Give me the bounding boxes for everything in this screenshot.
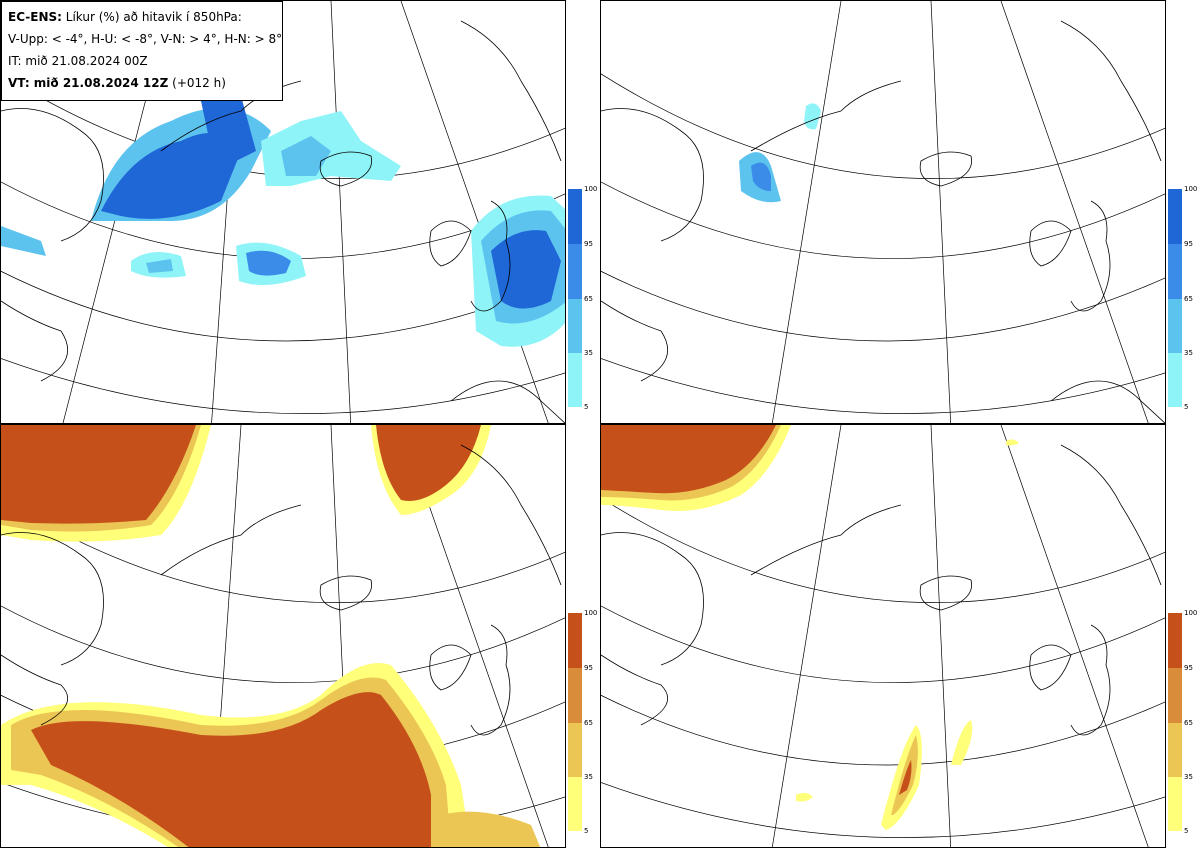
colorbar-seg (568, 613, 582, 668)
product-description: Líkur (%) að hitavik í 850hPa: (65, 10, 242, 24)
colorbar-label: 65 (584, 719, 593, 727)
valid-time-line: VT: mið 21.08.2024 12Z (+012 h) (8, 72, 276, 94)
colorbar-seg (568, 777, 582, 831)
colorbar-label: 100 (584, 185, 598, 193)
coastlines (601, 444, 1162, 736)
colorbar-label: 5 (584, 827, 589, 835)
valid-time: VT: mið 21.08.2024 12Z (8, 76, 169, 90)
colorbar-lower-right: 100 95 65 35 5 (1168, 609, 1197, 835)
forecast-lead: (+012 h) (172, 76, 226, 90)
map-upper-left (1, 1, 565, 423)
colorbar-label: 95 (1184, 664, 1193, 672)
colorbar-label: 95 (1184, 240, 1193, 248)
panel-upper-right-cold-8 (600, 0, 1166, 424)
probability-fields (601, 425, 1019, 830)
colorbar-seg (1168, 668, 1182, 723)
colorbar-label: 65 (1184, 295, 1193, 303)
colorbar-seg (1168, 244, 1182, 299)
colorbar-upper-left: 100 95 65 35 5 (568, 185, 597, 411)
colorbar-lower-left: 100 95 65 35 5 (568, 609, 597, 835)
colorbar-seg (568, 723, 582, 777)
colorbar-label: 35 (584, 349, 593, 357)
colorbar-label: 95 (584, 664, 593, 672)
colorbar-label: 5 (1184, 827, 1189, 835)
colorbar-seg (568, 353, 582, 407)
coastlines (601, 20, 1165, 423)
model-name: EC-ENS: (8, 10, 62, 24)
colorbar-label: 5 (584, 403, 589, 411)
colorbar-seg (1168, 723, 1182, 777)
colorbar-seg (568, 299, 582, 353)
colorbar-label: 100 (584, 609, 598, 617)
panel-lower-right-warm-8 (600, 424, 1166, 848)
colorbar-seg (1168, 613, 1182, 668)
colorbar-seg (1168, 299, 1182, 353)
initial-time: IT: mið 21.08.2024 00Z (8, 54, 148, 68)
colorbar-label: 35 (1184, 349, 1193, 357)
colorbar-label: 100 (1184, 609, 1198, 617)
colorbar-label: 65 (584, 295, 593, 303)
colorbar-label: 100 (1184, 185, 1198, 193)
probability-fields (1, 96, 565, 347)
colorbar-label: 95 (584, 240, 593, 248)
graticule (601, 425, 1165, 847)
map-lower-left (1, 425, 565, 847)
colorbar-label: 35 (1184, 773, 1193, 781)
graticule (1, 1, 565, 423)
probability-fields (1, 425, 541, 847)
colorbar-seg (568, 189, 582, 244)
colorbar-seg (1168, 189, 1182, 244)
threshold-legend: V-Upp: < -4°, H-U: < -8°, V-N: > 4°, H-N… (8, 32, 283, 46)
coastlines (1, 444, 562, 736)
colorbar-seg (1168, 353, 1182, 407)
colorbar-label: 5 (1184, 403, 1189, 411)
map-upper-right (601, 1, 1165, 423)
colorbar-seg (568, 244, 582, 299)
graticule (601, 1, 1165, 423)
colorbar-label: 35 (584, 773, 593, 781)
probability-fields (739, 103, 821, 203)
panel-upper-left-cold-4: EC-ENS: Líkur (%) að hitavik í 850hPa: V… (0, 0, 566, 424)
map-lower-right (601, 425, 1165, 847)
colorbar-upper-right: 100 95 65 35 5 (1168, 185, 1197, 411)
colorbar-seg (568, 668, 582, 723)
info-title-line: EC-ENS: Líkur (%) að hitavik í 850hPa: (8, 6, 276, 28)
colorbar-seg (1168, 777, 1182, 831)
info-box: EC-ENS: Líkur (%) að hitavik í 850hPa: V… (1, 1, 283, 101)
panel-lower-left-warm-4 (0, 424, 566, 848)
colorbar-label: 65 (1184, 719, 1193, 727)
